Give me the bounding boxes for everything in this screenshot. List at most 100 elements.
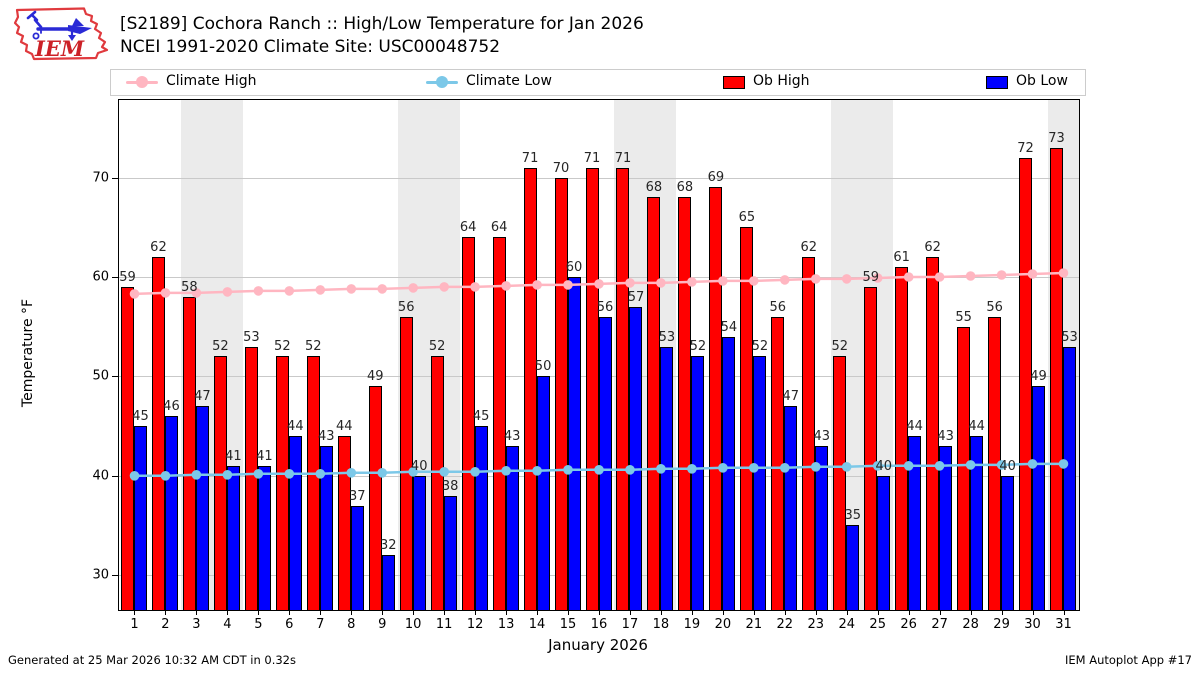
iem-logo: IEM [13,7,109,61]
bar-value-label: 52 [751,339,769,355]
ob-high-bar [895,267,909,610]
x-tick-label: 14 [528,617,546,632]
ob-low-bar [1032,386,1046,610]
ob-low-bar [1001,475,1015,610]
climate-low-marker [532,466,542,476]
legend-label-ob-low: Ob Low [1016,73,1068,89]
plot-area: 30 40 50 60 70 1 2 3 4 5 6 7 8 9 10 11 12 13 14 15 16 17 18 19 2… [92,99,1080,632]
ob-high-bar [740,227,754,610]
ob-low-bar [1063,346,1077,610]
bar-value-label: 59 [119,269,136,285]
legend-label-climate-low: Climate Low [466,73,552,89]
climate-high-marker [594,279,604,289]
x-tick-label: 17 [621,617,639,632]
ob-high-bar [833,356,847,610]
bar-value-label: 59 [862,269,879,285]
x-tick-label: 24 [838,617,856,632]
x-tick-label: 23 [807,617,825,632]
climate-high-marker [284,286,295,296]
y-tick-mark [112,276,118,278]
bar-value-label: 49 [366,369,384,385]
bar-value-label: 40 [999,458,1016,474]
bar-value-label: 52 [831,339,849,355]
climate-high-marker [532,280,542,290]
bar-value-label: 68 [645,180,663,196]
y-tick-label: 70 [92,170,109,186]
x-tick-mark [599,610,600,615]
x-tick-label: 4 [223,617,232,632]
x-tick-label: 3 [192,617,201,632]
climate-high-marker [160,288,171,298]
bar-value-label: 43 [937,428,954,444]
bar-value-label: 41 [225,448,242,464]
climate-low-marker [377,468,388,478]
bar-value-label: 71 [521,150,539,166]
climate-high-marker [129,289,140,299]
x-tick-mark [568,610,570,615]
x-tick-label: 7 [316,617,325,632]
x-tick-mark [227,610,229,615]
x-tick-mark [506,610,508,615]
x-tick-label: 31 [1055,617,1072,632]
ob-low-bar [598,316,612,610]
climate-high-marker [253,286,264,296]
climate-low-marker [1027,459,1038,469]
ob-high-bar [121,286,134,610]
ob-low-bar [753,356,767,610]
ob-low-bar [443,495,457,610]
x-tick-mark [351,610,353,615]
climate-high-marker [439,282,450,292]
climate-low-marker [996,460,1007,470]
ob-high-bar [523,167,537,610]
bar-value-label: 50 [534,359,552,375]
climate-low-marker [408,467,419,477]
ob-high-bar [213,356,227,610]
ob-low-bar [629,306,643,610]
ob-low-bar [567,276,581,610]
x-tick-mark [691,610,693,615]
bar-value-label: 41 [256,448,273,464]
bar-value-label: 45 [472,409,490,425]
bar-value-label: 52 [689,339,707,355]
climate-high-marker [191,288,202,298]
climate-high-marker [718,276,728,286]
climate-high-marker [625,278,635,288]
x-tick-label: 27 [931,617,948,632]
ob-low-bar [815,445,829,610]
bar-value-label: 38 [441,478,459,494]
y-tick-label: 40 [92,468,109,484]
x-tick-label: 26 [900,617,917,632]
climate-high-marker [841,274,852,284]
x-tick-label: 16 [590,617,608,632]
bar-value-label: 64 [490,220,508,236]
climate-high-marker [811,274,821,284]
x-tick-mark [939,610,941,615]
bar-value-label: 53 [658,329,676,345]
bar-value-label: 44 [335,419,353,435]
bar-value-label: 69 [707,170,725,186]
x-tick-mark [134,610,136,615]
x-tick-mark [753,610,755,615]
bar-value-label: 46 [163,399,180,415]
legend-swatch-ob-high [723,76,745,89]
climate-low-marker [253,469,264,479]
ob-high-bar [709,187,723,610]
ob-high-bar [585,167,599,610]
x-tick-label: 1 [130,617,139,632]
gridline [119,177,1079,179]
climate-high-marker [996,270,1007,280]
bar-value-label: 72 [1017,140,1034,156]
climate-low-marker [718,463,728,473]
climate-low-marker [841,462,852,472]
x-tick-label: 6 [285,617,294,632]
x-tick-mark [846,610,848,615]
bar-value-label: 40 [875,458,892,474]
chart-subtitle: NCEI 1991-2020 Climate Site: USC00048752 [120,37,501,57]
bar-value-label: 61 [893,250,910,266]
bar-value-label: 62 [800,240,818,256]
x-tick-mark [1001,610,1003,615]
bar-value-label: 32 [379,538,397,554]
climate-high-marker [965,271,976,281]
x-tick-label: 21 [745,617,763,632]
